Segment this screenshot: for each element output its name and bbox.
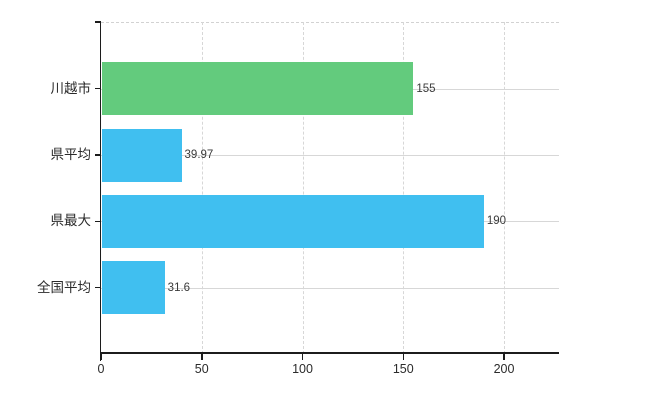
- y-axis-line: [99, 21, 101, 361]
- bar-value-label: 39.97: [184, 149, 214, 161]
- x-axis-tick: [100, 353, 102, 360]
- x-axis-tick: [503, 353, 505, 360]
- y-axis-label: 県平均: [50, 147, 92, 162]
- vertical-gridline: [504, 22, 505, 354]
- bar-value-label: 155: [416, 82, 436, 95]
- vertical-gridline: [201, 22, 203, 354]
- plot-top-border: [101, 22, 559, 23]
- y-axis-tick: [95, 87, 101, 90]
- y-axis-tick: [95, 286, 101, 289]
- vertical-gridline: [403, 22, 405, 354]
- bar: [102, 62, 414, 115]
- y-axis-tick: [95, 220, 101, 223]
- x-axis-tick: [402, 353, 404, 360]
- bar: [102, 261, 165, 315]
- x-axis-tick-label: 50: [194, 362, 209, 376]
- y-axis-label: 全国平均: [37, 279, 91, 295]
- y-axis-label: 県最大: [50, 213, 92, 229]
- x-axis-tick: [201, 353, 203, 360]
- bar-value-label: 190: [486, 215, 507, 228]
- horizontal-gridline: [101, 155, 559, 156]
- x-axis-line: [99, 352, 559, 354]
- horizontal-gridline: [101, 287, 559, 289]
- x-axis-tick: [301, 353, 304, 360]
- bar: [102, 194, 484, 248]
- x-axis-tick-label: 100: [292, 362, 313, 376]
- bar: [102, 128, 182, 182]
- x-axis-tick-label: 200: [493, 362, 515, 376]
- x-axis-tick-label: 150: [392, 362, 414, 376]
- y-axis-top-tick: [95, 21, 101, 23]
- bar-value-label: 31.6: [167, 281, 191, 294]
- vertical-gridline: [302, 22, 304, 354]
- y-axis-label: 川越市: [50, 80, 92, 96]
- y-axis-tick: [95, 154, 101, 156]
- x-axis-tick-label: 0: [97, 362, 105, 376]
